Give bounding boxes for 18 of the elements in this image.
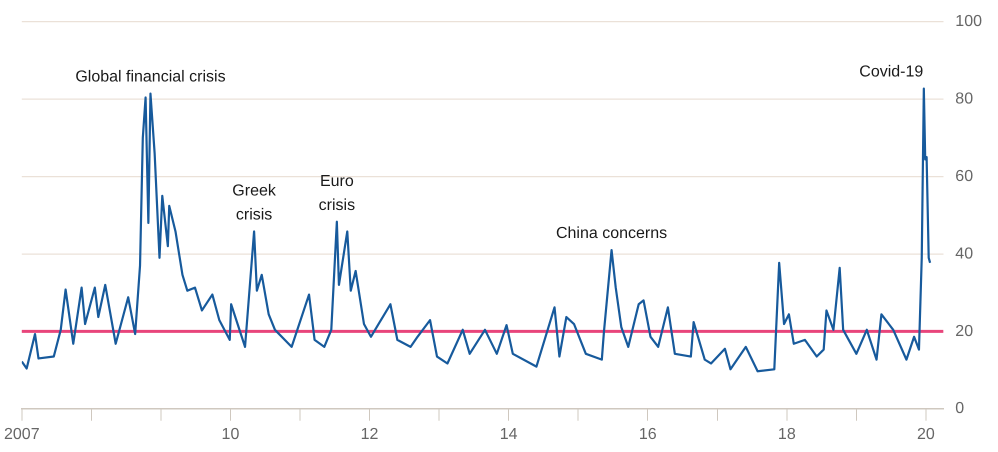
x-tick-label: 12 <box>360 426 379 443</box>
y-tick-label: 80 <box>955 90 974 108</box>
x-tick-label: 14 <box>500 426 518 443</box>
x-tick-label: 10 <box>222 426 240 443</box>
x-tick-label: 16 <box>638 426 657 443</box>
x-tick-label: 2007 <box>4 426 40 443</box>
y-tick-label: 20 <box>955 322 974 340</box>
annotation: China concerns <box>556 225 668 242</box>
y-tick-label: 40 <box>955 245 974 262</box>
y-tick-label: 0 <box>955 400 964 418</box>
annotation: Global financial crisis <box>75 68 226 86</box>
x-tick-label: 20 <box>917 426 935 443</box>
y-tick-label: 100 <box>955 13 982 30</box>
annotation: Covid-19 <box>859 64 924 81</box>
annotation: Greek crisis <box>232 182 277 224</box>
x-tick-label: 18 <box>778 426 796 443</box>
y-tick-label: 60 <box>955 168 974 185</box>
annotation: Euro crisis <box>318 172 356 214</box>
